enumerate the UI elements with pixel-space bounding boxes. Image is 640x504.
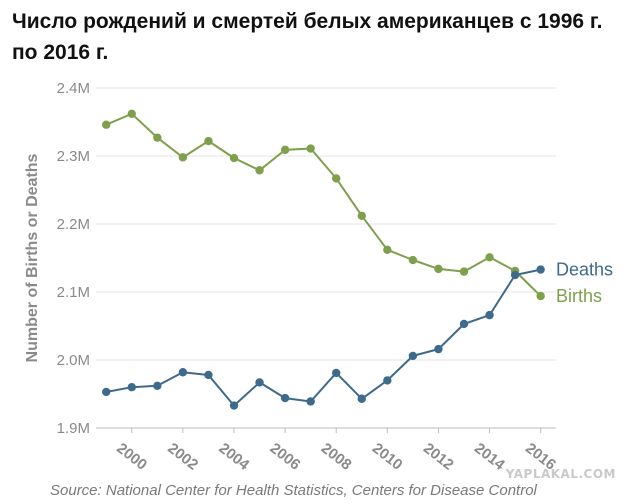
- births-point: [280, 145, 290, 155]
- births-point: [153, 133, 162, 142]
- x-tick-label: 2008: [318, 440, 355, 474]
- deaths-point: [434, 344, 443, 354]
- births-point: [102, 120, 111, 129]
- source-note: Source: National Center for Health Stati…: [50, 482, 537, 499]
- births-point: [127, 109, 136, 119]
- deaths-point: [383, 376, 392, 385]
- legend-deaths: Deaths: [556, 260, 613, 280]
- deaths-point: [204, 370, 213, 380]
- x-tick-label: 2014: [471, 440, 508, 474]
- births-point: [204, 136, 213, 146]
- births-point: [229, 153, 239, 163]
- births-point: [485, 253, 494, 262]
- x-tick-label: 2002: [164, 440, 201, 474]
- x-tick-label: 2004: [216, 440, 253, 474]
- deaths-point: [255, 378, 264, 387]
- deaths-point: [357, 394, 366, 403]
- births-point: [306, 144, 315, 153]
- legend-births: Births: [556, 286, 602, 306]
- series-layer: [102, 109, 545, 410]
- deaths-point: [408, 351, 418, 361]
- deaths-point: [332, 368, 341, 378]
- y-tick-label: 2.2M: [57, 216, 90, 233]
- births-point: [357, 211, 366, 221]
- y-tick-label: 2.3M: [57, 148, 90, 165]
- births-point: [332, 174, 341, 183]
- series-deaths: [102, 265, 545, 410]
- deaths-point: [306, 397, 315, 406]
- deaths-point: [153, 381, 162, 391]
- deaths-point: [178, 368, 188, 377]
- births-point: [383, 245, 392, 255]
- deaths-point: [510, 270, 520, 280]
- x-tick-label: 2000: [113, 440, 150, 474]
- births-point: [408, 255, 418, 265]
- deaths-point: [536, 265, 545, 274]
- watermark: YAPLAKAL.COM: [505, 467, 616, 481]
- x-tick-label: 2010: [369, 440, 406, 474]
- births-point: [255, 166, 264, 175]
- x-tick-label: 2006: [267, 440, 304, 474]
- grid-lines: [96, 87, 556, 429]
- x-tick-label: 2012: [420, 440, 457, 474]
- series-births: [102, 109, 545, 301]
- chart-title: Число рождений и смертей белых американц…: [12, 10, 603, 64]
- births-point: [434, 264, 443, 274]
- y-tick-label: 1.9M: [57, 420, 90, 437]
- deaths-point: [229, 401, 239, 410]
- births-point: [178, 153, 188, 162]
- deaths-point: [485, 310, 494, 320]
- y-tick-label: 2.1M: [57, 284, 90, 301]
- births-line: [105, 112, 542, 297]
- births-point: [459, 267, 469, 276]
- y-tick-label: 2.0M: [57, 352, 90, 369]
- y-tick-label: 2.4M: [57, 80, 90, 97]
- deaths-line: [106, 268, 541, 407]
- deaths-point: [280, 393, 290, 403]
- deaths-point: [102, 387, 111, 397]
- y-axis-label: Number of Births or Deaths: [24, 153, 41, 362]
- deaths-point: [459, 319, 469, 329]
- births-point: [536, 291, 545, 301]
- legend: Births Deaths: [556, 260, 613, 307]
- axes: 1.9M 2.0M 2.1M 2.2M 2.3M 2.4M 2000 2002 2004 2006…: [24, 80, 559, 474]
- deaths-point: [127, 383, 136, 392]
